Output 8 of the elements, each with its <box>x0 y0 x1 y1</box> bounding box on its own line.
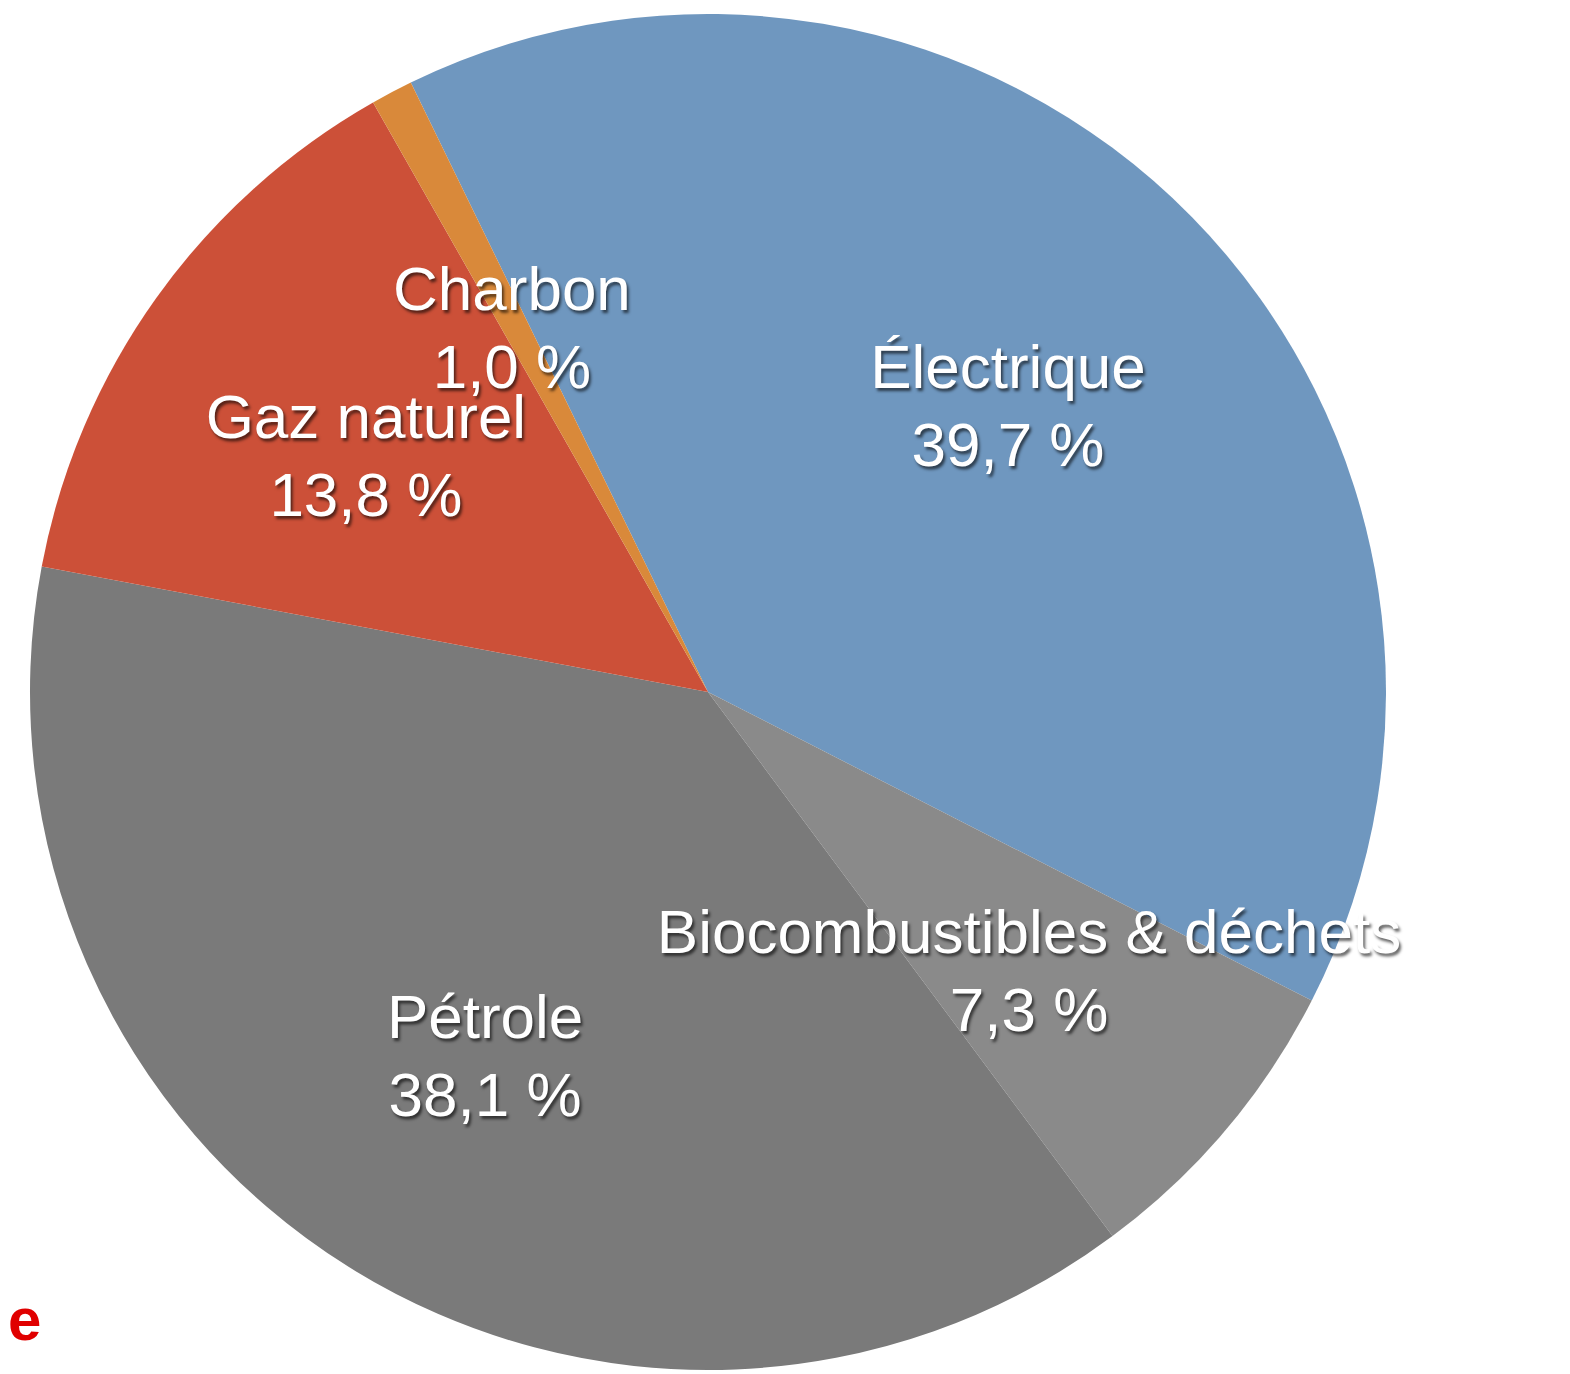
slice-label: Électrique <box>870 331 1146 401</box>
pie-slice <box>41 102 708 692</box>
data-label: 38,1 % <box>388 1060 582 1130</box>
data-label: 39,7 % <box>911 409 1105 479</box>
data-label: 13,8 % <box>269 459 463 529</box>
text: e <box>8 1285 42 1354</box>
data-label: 7,3 % <box>949 975 1109 1045</box>
slice-label: Pétrole <box>386 982 584 1052</box>
